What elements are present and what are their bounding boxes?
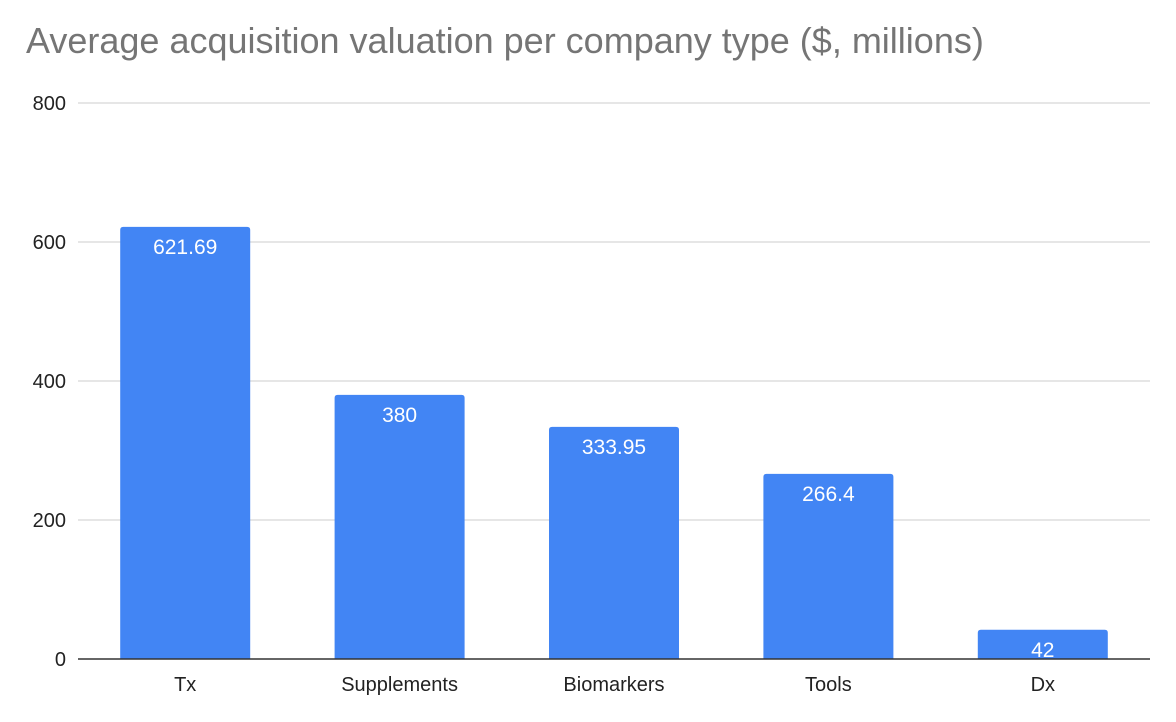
bar-tools — [763, 473, 894, 659]
y-axis-ticks: 0 200 400 600 800 — [33, 93, 66, 671]
bars — [120, 226, 1108, 659]
x-tick-label: Biomarkers — [563, 674, 664, 696]
x-tick-label: Supplements — [341, 674, 458, 696]
chart-title: Average acquisition valuation per compan… — [26, 20, 984, 61]
x-tick-label: Tx — [174, 674, 196, 696]
bar-dx — [977, 629, 1108, 659]
data-label: 380 — [382, 404, 417, 427]
data-label: 621.69 — [153, 236, 217, 259]
data-label: 266.4 — [802, 483, 855, 506]
x-axis-ticks: Tx Supplements Biomarkers Tools Dx — [174, 674, 1055, 696]
bar-biomarkers — [549, 426, 679, 659]
y-tick-label: 400 — [33, 371, 66, 393]
y-tick-label: 600 — [33, 232, 66, 254]
bar-supplements — [334, 394, 465, 659]
x-tick-label: Dx — [1031, 674, 1055, 696]
y-tick-label: 200 — [33, 510, 66, 532]
y-tick-label: 0 — [55, 649, 66, 671]
data-label: 333.95 — [582, 436, 646, 459]
gridlines — [78, 102, 1150, 521]
data-labels: 621.69 380 333.95 266.4 42 — [153, 236, 1054, 662]
y-tick-label: 800 — [33, 93, 66, 115]
x-tick-label: Tools — [805, 674, 852, 696]
data-label: 42 — [1031, 639, 1054, 662]
bar-tx — [120, 226, 251, 659]
